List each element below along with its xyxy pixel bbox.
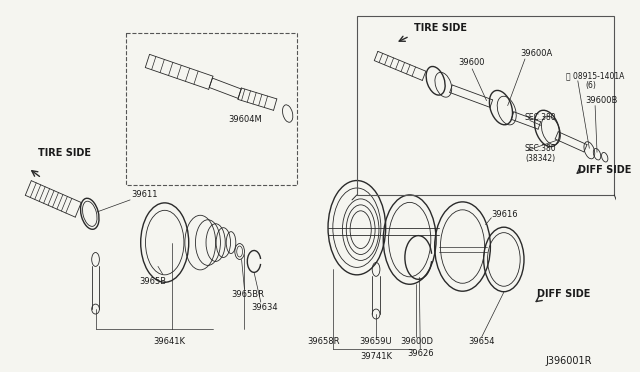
Text: DIFF SIDE: DIFF SIDE xyxy=(538,289,591,299)
Text: (6): (6) xyxy=(586,81,596,90)
Text: 39616: 39616 xyxy=(492,210,518,219)
Text: 39600A: 39600A xyxy=(520,48,552,58)
Text: 39741K: 39741K xyxy=(360,352,392,361)
Bar xyxy=(357,16,614,195)
Text: 39658R: 39658R xyxy=(307,337,339,346)
Text: 39604M: 39604M xyxy=(228,115,262,124)
Text: 39600B: 39600B xyxy=(586,96,618,105)
Text: Ⓦ 08915-1401A: Ⓦ 08915-1401A xyxy=(566,71,625,80)
Text: TIRE SIDE: TIRE SIDE xyxy=(38,148,91,158)
Text: 39654: 39654 xyxy=(468,337,495,346)
Bar xyxy=(126,33,298,185)
Text: 39634: 39634 xyxy=(252,302,278,312)
Text: (38342): (38342) xyxy=(525,154,555,163)
Text: SEC.380: SEC.380 xyxy=(525,113,557,122)
Text: 39641K: 39641K xyxy=(154,337,186,346)
Text: SEC.380: SEC.380 xyxy=(525,144,557,153)
Text: 3965B: 3965B xyxy=(140,277,167,286)
Text: 39600: 39600 xyxy=(459,58,485,67)
Text: 39626: 39626 xyxy=(407,349,433,358)
Text: DIFF SIDE: DIFF SIDE xyxy=(578,165,631,175)
Text: J396001R: J396001R xyxy=(546,356,592,366)
Text: 39611: 39611 xyxy=(131,190,157,199)
Text: TIRE SIDE: TIRE SIDE xyxy=(415,23,467,33)
Text: 39600D: 39600D xyxy=(400,337,433,346)
Text: 3965BR: 3965BR xyxy=(231,290,264,299)
Text: 39659U: 39659U xyxy=(360,337,392,346)
